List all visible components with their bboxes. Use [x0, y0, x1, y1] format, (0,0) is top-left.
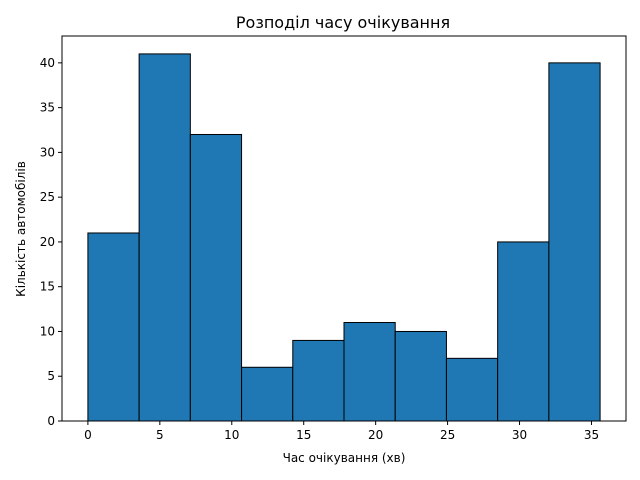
y-axis-ticks: 0 5 10 15 20 25 30 35 40: [40, 56, 62, 428]
x-tick-label-6: 30: [512, 428, 527, 442]
histogram-bar-8: [497, 241, 550, 422]
y-axis-label: Кількість автомобілів: [14, 161, 28, 297]
histogram-bar-2: [189, 133, 243, 422]
x-tick-label-0: 0: [84, 428, 92, 442]
histogram-bar-6: [394, 330, 447, 422]
chart-title: Розподіл часу очікування: [236, 13, 450, 32]
histogram-bar-0: [87, 232, 140, 422]
histogram-bar-7: [445, 357, 499, 422]
y-tick-label-0: 0: [47, 414, 55, 428]
histogram-bar-9: [548, 62, 601, 422]
y-tick-label-2: 10: [40, 324, 55, 338]
x-tick-label-3: 15: [296, 428, 311, 442]
y-tick-label-4: 20: [40, 235, 55, 249]
x-axis-ticks: 0 5 10 15 20 25 30 35: [84, 421, 599, 442]
y-tick-label-6: 30: [40, 145, 55, 159]
x-tick-label-1: 5: [156, 428, 164, 442]
histogram-bar-5: [343, 322, 396, 422]
y-tick-label-3: 15: [40, 280, 55, 294]
y-tick-label-7: 35: [40, 101, 55, 115]
y-tick-label-8: 40: [40, 56, 55, 70]
x-tick-label-4: 20: [368, 428, 383, 442]
histogram-bar-1: [138, 53, 191, 422]
x-tick-label-2: 10: [224, 428, 239, 442]
x-tick-label-7: 35: [584, 428, 599, 442]
histogram-bar-3: [241, 366, 294, 422]
y-tick-label-5: 25: [40, 190, 55, 204]
bars-group: [87, 53, 601, 422]
x-axis-label: Час очікування (хв): [283, 451, 406, 465]
x-tick-label-5: 25: [440, 428, 455, 442]
plot-frame: [61, 35, 627, 422]
y-tick-label-1: 5: [47, 369, 55, 383]
histogram-bar-4: [292, 339, 345, 422]
